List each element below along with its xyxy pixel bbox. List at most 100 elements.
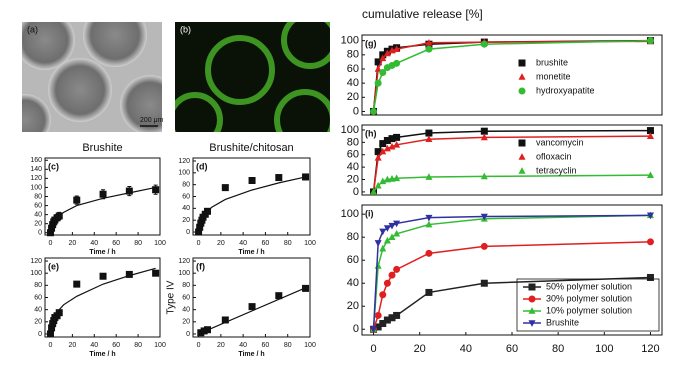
y-tick-label: 40 xyxy=(347,77,359,89)
marker xyxy=(425,249,433,257)
marker xyxy=(370,188,378,195)
legend-marker xyxy=(518,59,526,67)
marker xyxy=(48,224,56,232)
marker xyxy=(425,173,433,180)
series-line xyxy=(372,129,651,192)
y-tick-label: 40 xyxy=(182,205,190,212)
marker xyxy=(383,144,391,152)
y-tick-label: 80 xyxy=(347,231,359,243)
x-tick-label: 100 xyxy=(304,240,316,247)
micrograph-a xyxy=(22,22,162,132)
marker xyxy=(388,142,396,150)
marker xyxy=(393,45,401,52)
panel-label: (e) xyxy=(48,261,59,271)
y-tick-label: 20 xyxy=(34,319,42,326)
marker xyxy=(374,181,382,189)
x-tick-label: 80 xyxy=(284,342,292,349)
series-line xyxy=(372,39,651,112)
x-axis-label: Time / h xyxy=(238,351,264,358)
y-tick-label: 0 xyxy=(38,230,42,237)
marker xyxy=(383,279,391,287)
x-tick-label: 0 xyxy=(197,342,201,349)
x-tick-label: 100 xyxy=(154,342,166,349)
legend-marker xyxy=(528,283,536,291)
marker xyxy=(203,207,211,215)
panel-label: (d) xyxy=(196,161,208,171)
x-tick-label: 0 xyxy=(49,240,53,247)
marker xyxy=(646,238,654,246)
x-tick-label: 20 xyxy=(217,240,225,247)
x-tick-label: 20 xyxy=(414,343,426,355)
marker xyxy=(480,242,488,250)
marker xyxy=(388,271,396,279)
y-tick-label: 80 xyxy=(34,193,42,200)
chart-title: Brushite/chitosan xyxy=(209,142,293,154)
x-tick-label: 120 xyxy=(641,343,659,355)
marker xyxy=(393,311,401,319)
plot-frame xyxy=(44,257,161,338)
marker xyxy=(425,45,433,53)
y-axis-label: cumulative release [%] xyxy=(362,7,483,21)
marker xyxy=(379,228,387,236)
marker xyxy=(379,54,387,62)
series-line xyxy=(372,174,651,193)
x-tick-label: 80 xyxy=(134,240,142,247)
marker xyxy=(425,38,433,46)
marker xyxy=(425,135,433,143)
y-tick-label: 60 xyxy=(347,254,359,266)
marker xyxy=(425,220,433,228)
x-tick-label: 60 xyxy=(506,343,518,355)
marker xyxy=(379,244,387,252)
marker xyxy=(221,316,229,324)
legend-marker xyxy=(528,320,536,327)
marker xyxy=(275,292,283,300)
marker xyxy=(374,79,382,87)
marker xyxy=(393,59,401,67)
plot-frame xyxy=(192,157,311,236)
marker xyxy=(388,222,396,230)
legend-marker xyxy=(518,73,526,80)
series-line xyxy=(372,40,651,112)
x-tick-label: 0 xyxy=(197,240,201,247)
panel-label: (b) xyxy=(180,24,191,34)
marker xyxy=(383,136,391,144)
y-tick-label: 60 xyxy=(34,202,42,209)
marker xyxy=(379,69,387,77)
micrograph-b xyxy=(175,22,330,132)
marker xyxy=(646,37,654,45)
marker xyxy=(393,174,401,182)
marker xyxy=(393,220,401,228)
y-tick-label: 140 xyxy=(30,166,42,173)
panel-label: (g) xyxy=(365,38,377,48)
marker xyxy=(379,140,387,148)
fit-line xyxy=(197,176,306,233)
x-tick-label: 100 xyxy=(304,342,316,349)
panel-label: (a) xyxy=(27,24,38,34)
marker xyxy=(480,172,488,180)
marker xyxy=(388,233,396,241)
marker xyxy=(393,265,401,273)
marker xyxy=(125,187,133,195)
x-tick-label: 40 xyxy=(239,240,247,247)
x-tick-label: 40 xyxy=(460,343,472,355)
marker xyxy=(46,330,54,338)
marker xyxy=(388,314,396,322)
marker xyxy=(125,270,133,278)
y-tick-label: 100 xyxy=(178,170,190,177)
x-tick-label: 60 xyxy=(262,240,270,247)
marker xyxy=(383,236,391,244)
legend-label: 50% polymer solution xyxy=(546,281,632,291)
marker xyxy=(73,280,81,288)
y-tick-label: 20 xyxy=(347,91,359,103)
marker xyxy=(374,58,382,66)
y-tick-label: 80 xyxy=(347,49,359,61)
series-line xyxy=(372,135,651,193)
x-tick-label: 40 xyxy=(90,342,98,349)
marker xyxy=(379,177,387,185)
x-tick-label: 80 xyxy=(134,342,142,349)
marker xyxy=(248,303,256,311)
marker xyxy=(646,127,654,135)
y-tick-label: 20 xyxy=(182,319,190,326)
series-line xyxy=(372,39,651,112)
marker xyxy=(383,49,391,57)
